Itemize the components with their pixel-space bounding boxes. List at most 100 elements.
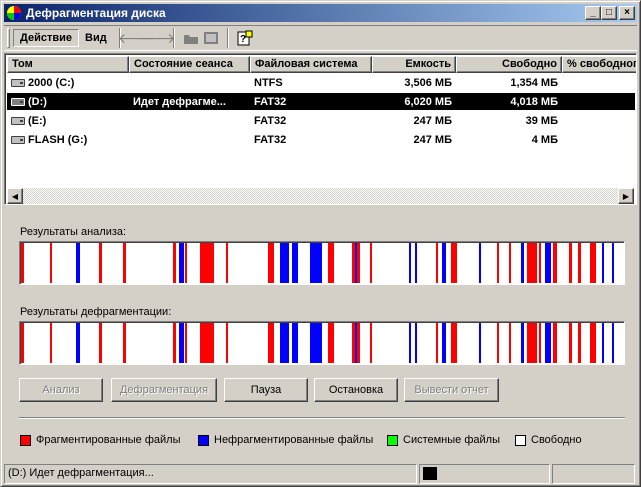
column-header-capacity[interactable]: Емкость: [372, 56, 456, 73]
contiguous-block: [442, 243, 446, 283]
volume-name: (D:): [28, 95, 47, 108]
volume-free: 4 МБ: [531, 133, 558, 146]
volume-row[interactable]: FLASH (G:) FAT32 247 МБ 4 МБ: [7, 131, 635, 148]
legend-contiguous-label: Нефрагментированные файлы: [214, 434, 374, 446]
fragmented-block: [553, 243, 557, 283]
volume-status: Идет дефрагме...: [133, 95, 226, 108]
menu-view[interactable]: Вид: [85, 32, 107, 44]
fragmented-block: [497, 243, 499, 283]
drive-icon: [11, 78, 25, 87]
fragmented-block: [451, 323, 457, 363]
column-header-status[interactable]: Состояние сеанса: [129, 56, 250, 73]
column-header-free-percent[interactable]: % свободного: [562, 56, 636, 73]
fragmented-block: [370, 323, 372, 363]
contiguous-block: [415, 323, 417, 363]
contiguous-block: [612, 243, 614, 283]
volume-capacity: 247 МБ: [413, 114, 452, 127]
list-header: Том Состояние сеанса Файловая система Ем…: [7, 56, 636, 73]
fragmented-block: [50, 243, 52, 283]
back-arrow-icon[interactable]: 🡐: [117, 29, 156, 46]
app-icon: [6, 5, 22, 21]
progress-pane: [419, 464, 550, 484]
status-text: (D:) Идет дефрагментация...: [4, 464, 417, 484]
volume-row-selected[interactable]: (D:) Идет дефрагме... FAT32 6,020 МБ 4,0…: [7, 93, 635, 110]
contiguous-block: [310, 323, 322, 363]
fragmented-block: [436, 323, 438, 363]
scroll-track[interactable]: [23, 188, 618, 204]
fragmented-block: [123, 323, 126, 363]
contiguous-block: [179, 243, 184, 283]
maximize-button[interactable]: □: [601, 6, 617, 20]
contiguous-block: [521, 323, 524, 363]
progress-block: [423, 467, 437, 480]
contiguous-block: [415, 243, 417, 283]
contiguous-block: [292, 243, 298, 283]
volume-name: 2000 (C:): [28, 76, 75, 89]
volume-row[interactable]: (E:) FAT32 247 МБ 39 МБ: [7, 112, 635, 129]
menu-action[interactable]: Действие: [13, 29, 79, 47]
fragmented-block: [527, 323, 537, 363]
help-icon[interactable]: ?: [235, 29, 255, 47]
fragmented-block: [173, 243, 176, 283]
folder-icon[interactable]: [181, 29, 201, 47]
volume-name: FLASH (G:): [28, 133, 88, 146]
fragmented-block: [268, 323, 274, 363]
title-bar[interactable]: Дефрагментация диска _ □ ×: [4, 4, 637, 22]
report-button[interactable]: Вывести отчет: [404, 378, 499, 402]
svg-text:?: ?: [240, 34, 246, 45]
contiguous-block: [355, 243, 357, 283]
fragmented-block: [173, 323, 176, 363]
toolbar-grip: [7, 28, 10, 48]
volume-fs: FAT32: [254, 114, 287, 127]
contiguous-block: [280, 243, 289, 283]
fragmented-block: [578, 243, 581, 283]
fragmented-block: [99, 243, 102, 283]
horizontal-scrollbar[interactable]: ◀ ▶: [7, 188, 634, 204]
column-header-volume[interactable]: Том: [7, 56, 129, 73]
status-pane-empty: [552, 464, 635, 484]
legend-fragmented: Фрагментированные файлы: [20, 434, 181, 446]
analyze-button[interactable]: Анализ: [19, 378, 103, 402]
volume-free: 39 МБ: [525, 114, 558, 127]
fragmented-block: [527, 243, 537, 283]
contiguous-block: [355, 323, 357, 363]
fragmented-block: [358, 323, 360, 363]
toolbar-separator: [226, 28, 229, 48]
contiguous-block: [409, 323, 411, 363]
contiguous-swatch: [198, 434, 209, 446]
volume-fs: NTFS: [254, 76, 283, 89]
pause-button[interactable]: Пауза: [224, 378, 308, 402]
defrag-button[interactable]: Дефрагментация: [111, 378, 217, 402]
fragmented-swatch: [20, 434, 31, 446]
volume-name: (E:): [28, 114, 47, 127]
scroll-left-icon[interactable]: ◀: [7, 188, 23, 204]
scroll-right-icon[interactable]: ▶: [618, 188, 634, 204]
fragmented-block: [436, 243, 438, 283]
defrag-map-canvas: [21, 323, 614, 363]
contiguous-block: [602, 243, 604, 283]
contiguous-block: [280, 323, 289, 363]
fragmented-block: [497, 323, 499, 363]
properties-icon[interactable]: [201, 29, 221, 47]
fragmented-block: [370, 243, 372, 283]
column-header-free[interactable]: Свободно: [456, 56, 562, 73]
volume-list[interactable]: Том Состояние сеанса Файловая система Ем…: [4, 53, 637, 205]
divider: [19, 417, 625, 419]
fragmented-block: [451, 243, 457, 283]
close-button[interactable]: ×: [619, 6, 635, 20]
legend-free-label: Свободно: [531, 434, 582, 446]
volume-row[interactable]: 2000 (C:) NTFS 3,506 МБ 1,354 МБ: [7, 74, 635, 91]
minimize-button[interactable]: _: [585, 6, 601, 20]
contiguous-block: [479, 323, 481, 363]
contiguous-block: [602, 323, 604, 363]
fragmented-block: [21, 323, 24, 363]
fragmented-block: [509, 323, 511, 363]
toolbar-separator: [118, 28, 121, 48]
volume-capacity: 247 МБ: [413, 133, 452, 146]
stop-button[interactable]: Остановка: [314, 378, 398, 402]
legend-free: Свободно: [515, 434, 582, 446]
fragmented-block: [226, 243, 228, 283]
fragmented-block: [509, 243, 511, 283]
forward-arrow-icon[interactable]: 🡒: [137, 29, 176, 46]
column-header-filesystem[interactable]: Файловая система: [250, 56, 372, 73]
